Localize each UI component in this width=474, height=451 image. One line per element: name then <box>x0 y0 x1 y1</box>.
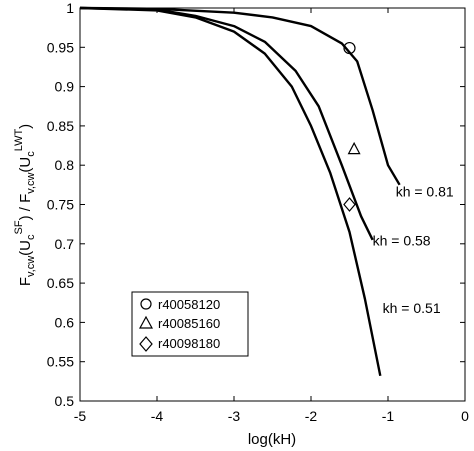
y-tick-label: 0.5 <box>55 393 75 409</box>
x-tick-label: -2 <box>305 408 318 424</box>
legend-label-0: r40058120 <box>158 297 220 312</box>
x-tick-label: -4 <box>151 408 164 424</box>
marker-diamond <box>343 197 356 212</box>
series-annotation: kh = 0.51 <box>383 300 441 316</box>
legend-label-2: r40098180 <box>158 336 220 351</box>
y-tick-label: 0.7 <box>55 236 75 252</box>
legend-circle-icon <box>140 298 152 310</box>
series-line-0 <box>79 6 401 186</box>
series-line-2 <box>79 6 382 377</box>
y-tick-label: 1 <box>66 0 74 16</box>
y-tick-label: 0.65 <box>47 275 74 291</box>
series-annotation: kh = 0.81 <box>396 184 454 200</box>
y-axis: 0.5 0.55 0.6 0.65 0.7 0.75 0.8 0.85 0.9 0.95 1 <box>47 0 465 409</box>
x-axis-label: log(kH) <box>248 431 296 448</box>
markers-group <box>343 41 361 212</box>
annotations-group: kh = 0.81 kh = 0.58 kh = 0.51 <box>373 184 454 316</box>
marker-circle <box>343 41 356 55</box>
y-tick-label: 0.9 <box>55 79 75 95</box>
legend: r40058120 r40085160 r40098180 <box>131 291 249 357</box>
y-tick-label: 0.75 <box>47 197 74 213</box>
legend-triangle-icon <box>138 315 154 329</box>
series-group <box>79 6 401 377</box>
y-tick-label: 0.95 <box>47 39 74 55</box>
marker-triangle <box>347 141 361 155</box>
y-axis-label: Fv,cw(UcSF) / Fv,cw(UcLWT) <box>13 124 37 286</box>
y-tick-label: 0.85 <box>47 118 74 134</box>
series-annotation: kh = 0.58 <box>373 232 431 248</box>
y-tick-label: 0.55 <box>47 354 74 370</box>
x-tick-label: -5 <box>74 408 87 424</box>
x-tick-label: -3 <box>228 408 241 424</box>
y-tick-label: 0.6 <box>55 314 75 330</box>
y-tick-label: 0.8 <box>55 157 75 173</box>
x-axis: -5 -4 -3 -2 -1 0 <box>74 8 469 424</box>
legend-label-1: r40085160 <box>158 316 220 331</box>
x-tick-label: -1 <box>382 408 395 424</box>
legend-diamond-icon <box>139 336 153 352</box>
x-tick-label: 0 <box>461 408 469 424</box>
